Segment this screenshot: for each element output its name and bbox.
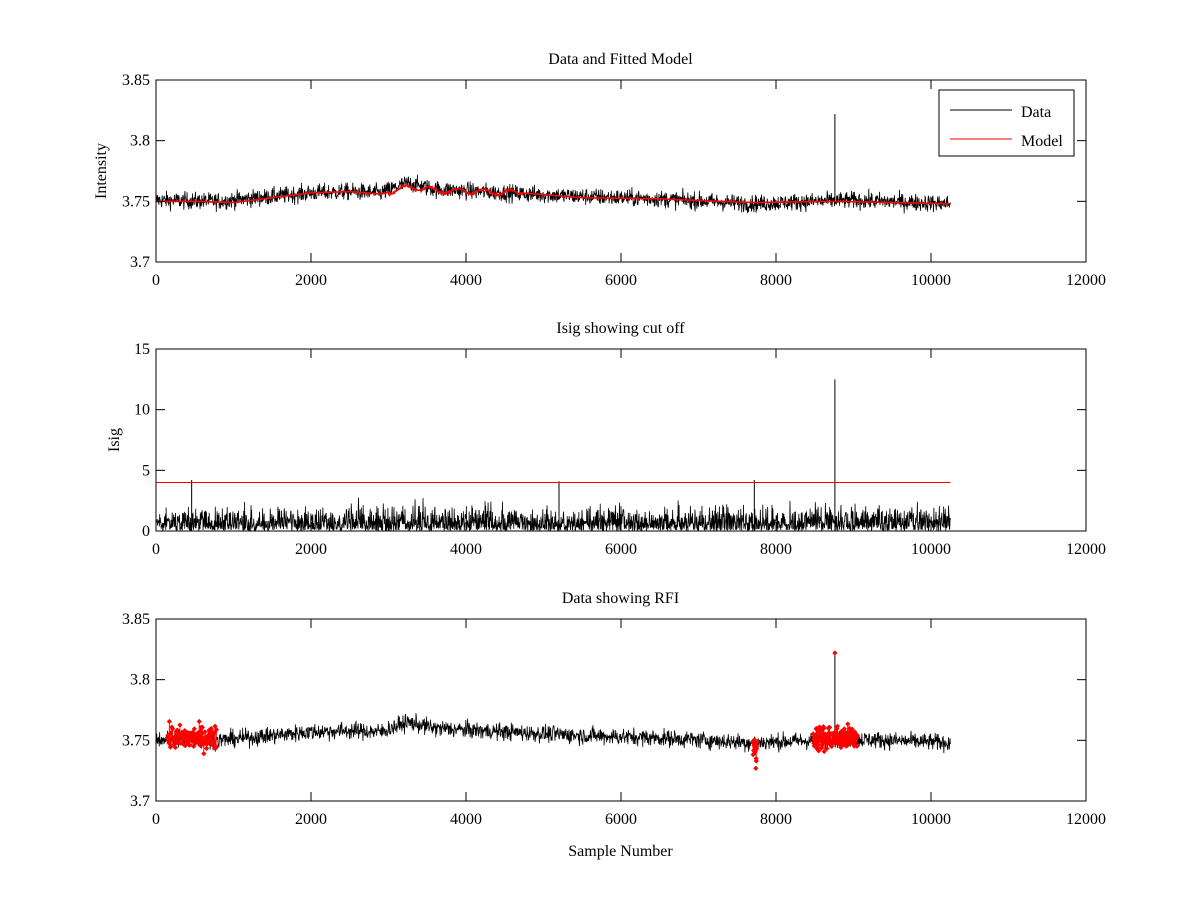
panel-2-ylabel: Isig (106, 428, 123, 452)
y-tick-label: 3.85 (122, 72, 150, 89)
x-tick-label: 10000 (911, 541, 951, 558)
y-tick-label: 3.8 (130, 133, 150, 150)
panel-1-legend: Data Model (938, 89, 1075, 157)
x-tick-label: 8000 (760, 541, 792, 558)
x-tick-label: 12000 (1066, 272, 1106, 289)
x-tick-label: 6000 (605, 811, 637, 828)
panel-2-series (155, 379, 951, 532)
panel-2-ticks: 0 2000 4000 6000 8000 10000 12000 0 5 10 15 (134, 341, 1106, 558)
x-tick-label: 2000 (295, 272, 327, 289)
y-tick-label: 10 (134, 402, 150, 419)
x-tick-label: 2000 (295, 541, 327, 558)
x-tick-label: 6000 (605, 541, 637, 558)
x-tick-label: 0 (152, 272, 160, 289)
x-tick-label: 10000 (911, 811, 951, 828)
panel-1-series (155, 113, 951, 214)
legend-box (938, 89, 1075, 157)
panel-1-ticks: 0 2000 4000 6000 8000 10000 12000 3.7 3.75 3.8 3.8… (122, 72, 1106, 289)
x-tick-label: 0 (152, 811, 160, 828)
y-tick-label: 0 (142, 523, 150, 540)
panel-1-ylabel: Intensity (93, 143, 110, 199)
panel-2-axes-box (155, 348, 1087, 532)
panel-3-ticks: 0 2000 4000 6000 8000 10000 12000 3.7 3.75 3.8 3.8… (122, 611, 1106, 828)
series-model-line (156, 183, 951, 205)
y-tick-label: 3.85 (122, 611, 150, 628)
rfi-point (832, 650, 838, 656)
y-tick-label: 5 (142, 462, 150, 479)
legend-label-data: Data (1021, 104, 1051, 121)
rfi-region-line (752, 739, 758, 759)
x-tick-label: 8000 (760, 272, 792, 289)
panel-3-title: Data showing RFI (562, 590, 679, 607)
y-tick-label: 3.75 (122, 193, 150, 210)
x-tick-label: 12000 (1066, 541, 1106, 558)
legend-label-model: Model (1021, 133, 1063, 150)
rfi-region-line (167, 721, 217, 754)
x-tick-label: 4000 (450, 541, 482, 558)
rfi-region-line (812, 723, 858, 752)
panel-2-title: Isig showing cut off (556, 320, 685, 337)
x-tick-label: 8000 (760, 811, 792, 828)
y-tick-label: 3.7 (130, 254, 150, 271)
panel-3-series (155, 650, 951, 771)
panel-1-title: Data and Fitted Model (548, 51, 693, 68)
x-tick-label: 2000 (295, 811, 327, 828)
y-tick-label: 15 (134, 341, 150, 358)
x-tick-label: 10000 (911, 272, 951, 289)
y-tick-label: 3.7 (130, 793, 150, 810)
x-tick-label: 12000 (1066, 811, 1106, 828)
rfi-point (753, 758, 759, 764)
series-data-line (155, 713, 951, 754)
y-tick-label: 3.75 (122, 732, 150, 749)
x-tick-label: 0 (152, 541, 160, 558)
panel-3-axes-box (155, 618, 1087, 802)
panel-data-and-fitted-model: Data and Fitted Model Intensity 0 2000 400… (93, 51, 1106, 289)
x-tick-label: 4000 (450, 272, 482, 289)
panel-isig-showing-cut-off: Isig showing cut off Isig 0 2000 4000 6000 8… (106, 320, 1106, 558)
series-isig-line (155, 497, 951, 532)
x-tick-label: 6000 (605, 272, 637, 289)
panel-data-showing-rfi: Data showing RFI 0 2000 4000 6000 8000 10000 1… (122, 590, 1106, 860)
panel-1-axes-box (155, 79, 1087, 263)
panel-3-xlabel: Sample Number (568, 843, 673, 860)
x-tick-label: 4000 (450, 811, 482, 828)
y-tick-label: 3.8 (130, 672, 150, 689)
rfi-point (753, 765, 759, 771)
